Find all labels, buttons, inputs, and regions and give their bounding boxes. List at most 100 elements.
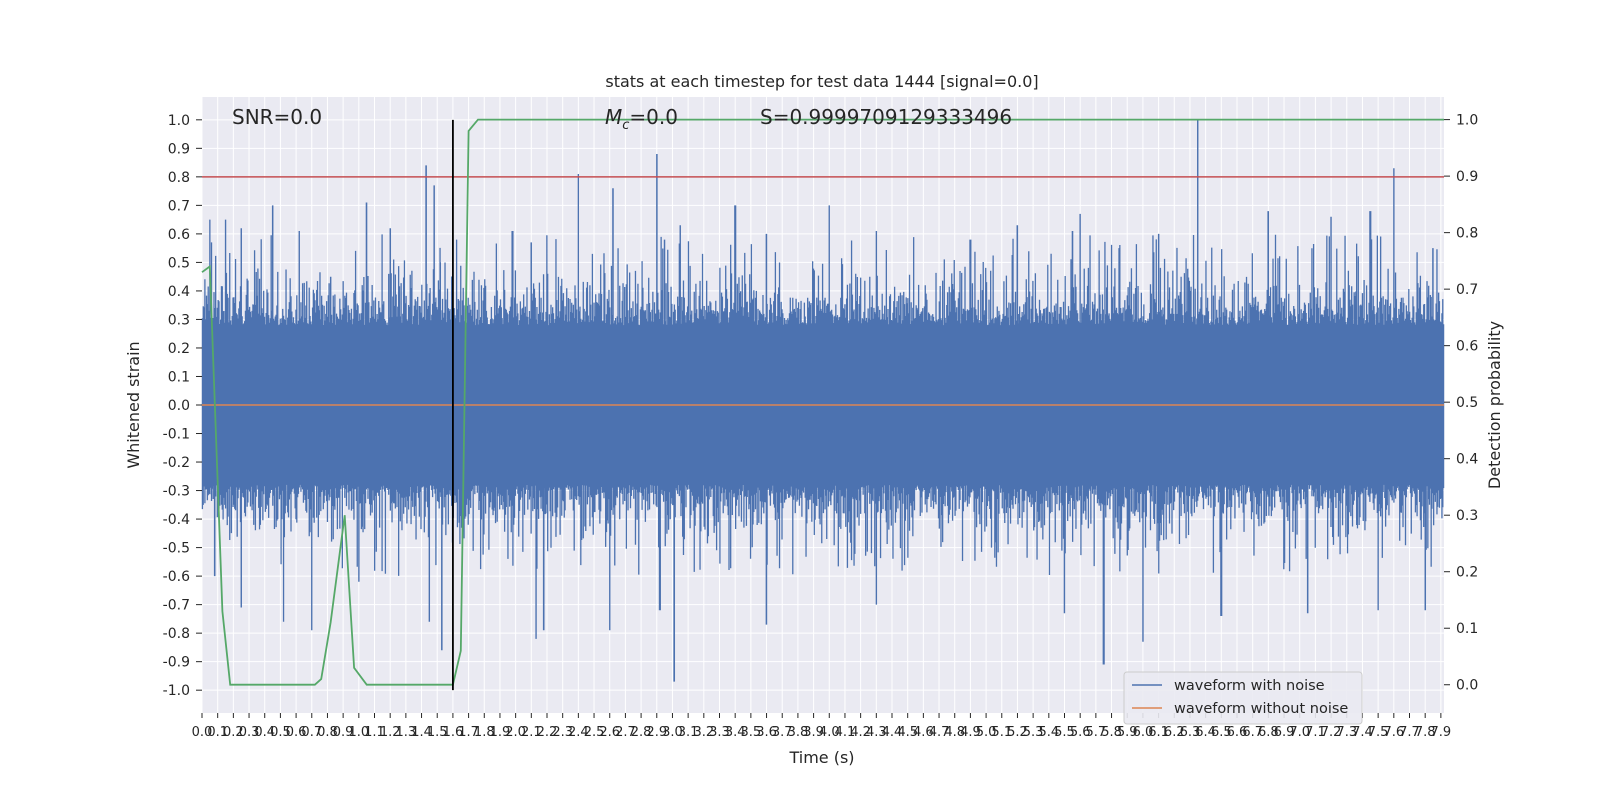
x-tick-label: 5.9 (1117, 725, 1138, 740)
x-tick-label: 3.9 (803, 725, 824, 740)
x-tick-label: 3.8 (788, 725, 809, 740)
chirp-mass-annotation: Mc=0.0 (605, 105, 678, 133)
y2-tick-label: 0.4 (1456, 452, 1478, 468)
y-tick-label: 0.6 (168, 227, 190, 243)
y-tick-label: 0.9 (168, 141, 190, 157)
x-tick-label: 0.4 (254, 725, 275, 740)
x-tick-label: 0.8 (317, 725, 338, 740)
x-tick-label: 5.4 (1038, 725, 1059, 740)
y-tick-label: 0.2 (168, 341, 190, 357)
x-tick-label: 3.2 (693, 725, 714, 740)
x-tick-label: 1.6 (443, 725, 464, 740)
x-tick-label: 5.8 (1101, 725, 1122, 740)
y2-tick-label: 0.8 (1456, 226, 1478, 242)
x-tick-label: 2.3 (552, 725, 573, 740)
x-tick-label: 6.7 (1242, 725, 1263, 740)
x-tick-label: 0.7 (301, 725, 322, 740)
x-tick-label: 2.9 (646, 725, 667, 740)
y-tick-label: 0.5 (168, 255, 190, 271)
x-tick-label: 5.2 (1007, 725, 1028, 740)
y-axis-label: Whitened strain (124, 341, 143, 468)
x-tick-label: 4.4 (882, 725, 903, 740)
x-tick-label: 0.5 (270, 725, 291, 740)
x-tick-label: 4.7 (929, 725, 950, 740)
legend-box (1123, 671, 1363, 725)
series-lines (201, 118, 1444, 691)
chirp-mass-subscript: c (622, 118, 629, 133)
x-tick-label: 4.3 (866, 725, 887, 740)
x-tick-label: 1.7 (458, 725, 479, 740)
y2-tick-label: 0.6 (1456, 339, 1478, 355)
x-tick-label: 1.9 (490, 725, 511, 740)
y2-axis-label: Detection probability (1485, 321, 1504, 489)
x-tick-label: 6.1 (1148, 725, 1169, 740)
x-tick-label: 0.1 (207, 725, 228, 740)
y-tick-label: -0.6 (163, 569, 190, 585)
y2-axis-ticks: 0.0 0.1 0.2 0.3 0.4 0.5 0.6 0.7 0.8 0.9 1.0 (1444, 113, 1478, 694)
x-tick-label: 5.1 (991, 725, 1012, 740)
x-tick-label: 7.7 (1399, 725, 1420, 740)
x-tick-label: 2.5 (584, 725, 605, 740)
x-tick-label: 1.4 (411, 725, 432, 740)
y-tick-label: 0.3 (168, 312, 190, 328)
y2-tick-label: 0.7 (1456, 282, 1478, 298)
y-tick-label: -0.5 (163, 541, 190, 557)
y-tick-label: 0.1 (168, 369, 190, 385)
x-tick-label: 0.0 (192, 725, 213, 740)
x-tick-label: 4.1 (835, 725, 856, 740)
x-tick-label: 2.1 (521, 725, 542, 740)
x-tick-label: 6.3 (1180, 725, 1201, 740)
x-tick-label: 2.6 (599, 725, 620, 740)
x-tick-label: 4.6 (913, 725, 934, 740)
y2-tick-label: 0.0 (1456, 678, 1478, 694)
x-tick-label: 3.5 (741, 725, 762, 740)
x-tick-label: 7.6 (1383, 725, 1404, 740)
x-tick-label: 3.4 (725, 725, 746, 740)
x-axis-ticks: 0.00.10.20.30.40.50.60.70.80.91.01.11.21… (192, 713, 1452, 740)
x-tick-label: 4.0 (819, 725, 840, 740)
y-tick-label: 0.0 (168, 398, 190, 414)
x-tick-label: 7.2 (1321, 725, 1342, 740)
x-tick-label: 7.0 (1289, 725, 1310, 740)
x-tick-label: 1.8 (474, 725, 495, 740)
x-tick-label: 3.6 (756, 725, 777, 740)
y-tick-label: -0.2 (163, 455, 190, 471)
y-tick-label: 0.7 (168, 198, 190, 214)
x-tick-label: 6.9 (1274, 725, 1295, 740)
x-tick-label: 5.0 (976, 725, 997, 740)
series-waveform-with-noise (201, 119, 1445, 682)
x-tick-label: 1.3 (396, 725, 417, 740)
x-tick-label: 4.9 (960, 725, 981, 740)
y-tick-label: -0.9 (163, 655, 190, 671)
x-tick-label: 2.2 (537, 725, 558, 740)
y2-tick-label: 0.1 (1456, 621, 1478, 637)
x-tick-label: 0.2 (223, 725, 244, 740)
snr-annotation: SNR=0.0 (232, 105, 322, 129)
x-tick-label: 0.9 (333, 725, 354, 740)
y-tick-label: -0.7 (163, 598, 190, 614)
x-tick-label: 4.5 (897, 725, 918, 740)
x-tick-label: 5.3 (1023, 725, 1044, 740)
y-tick-label: -0.8 (163, 626, 190, 642)
x-tick-label: 2.0 (505, 725, 526, 740)
y2-tick-label: 0.2 (1456, 565, 1478, 581)
y-tick-label: 0.4 (168, 284, 190, 300)
x-tick-label: 3.3 (709, 725, 730, 740)
x-tick-label: 0.6 (286, 725, 307, 740)
x-tick-label: 7.9 (1431, 725, 1452, 740)
x-tick-label: 1.1 (364, 725, 385, 740)
score-annotation: S=0.9999709129333496 (760, 105, 1012, 129)
chirp-mass-symbol: M (605, 105, 622, 129)
x-tick-label: 0.3 (239, 725, 260, 740)
legend: waveform with noise waveform without noi… (1123, 671, 1363, 725)
x-tick-label: 5.5 (1054, 725, 1075, 740)
y2-tick-label: 1.0 (1456, 113, 1478, 129)
x-axis-label: Time (s) (788, 748, 854, 767)
y-tick-label: -0.1 (163, 427, 190, 443)
x-tick-label: 1.5 (427, 725, 448, 740)
x-tick-label: 3.1 (678, 725, 699, 740)
x-tick-label: 4.2 (850, 725, 871, 740)
y2-tick-label: 0.3 (1456, 508, 1478, 524)
x-tick-label: 7.8 (1415, 725, 1436, 740)
